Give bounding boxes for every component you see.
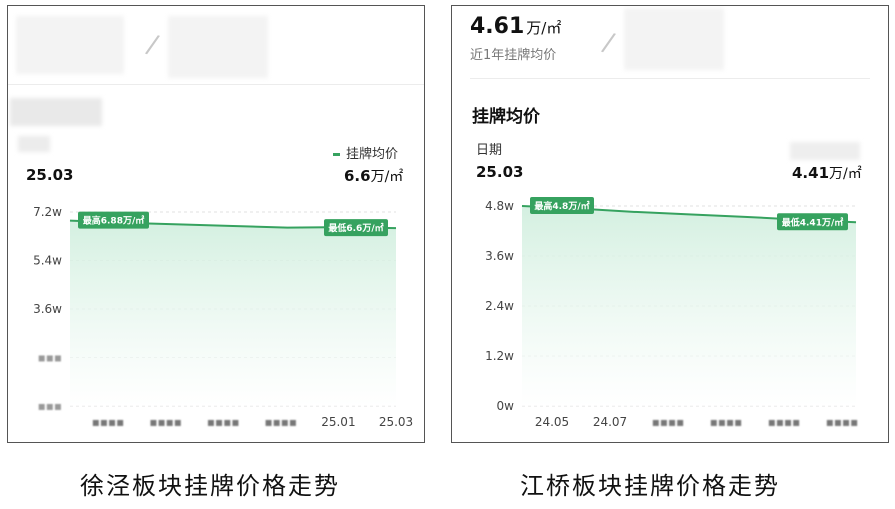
y-tick-label: ▪▪▪ [38,399,62,413]
x-tick-label: ▪▪▪▪ [92,415,125,429]
series-area [522,206,856,406]
x-tick-label: ▪▪▪▪ [710,415,743,429]
annotation-label: 最低6.6万/㎡ [328,222,383,234]
max-annotation: 最高6.88万/㎡ [78,211,149,229]
price-chart-jiangqiao: 4.8w 3.6w 2.4w 1.2w 0w 24.05 24.07 ▪▪▪▪ ▪▪▪▪ ▪▪▪▪… [485,197,859,429]
y-tick-label: ▪▪▪ [38,351,62,365]
blurred-section-title [10,98,102,126]
section-title: 挂牌均价 [472,107,540,127]
price-unit: 万/㎡ [370,169,404,185]
annotation-label: 最高4.8万/㎡ [534,200,589,212]
price-chart-xujing: 7.2w5.4w3.6w▪▪▪▪▪▪▪▪▪▪ ▪▪▪▪ ▪▪▪▪ ▪▪▪▪ 25.01 2… [33,205,413,429]
x-tick-label: 25.01 [321,415,355,429]
stat-subtitle: 近1年挂牌均价 [470,48,557,63]
y-tick-label: 1.2w [485,349,514,363]
legend-swatch [333,153,340,156]
y-tick-label: 7.2w [33,205,62,219]
annotation-label: 最高6.88万/㎡ [83,215,145,227]
price-number: 4.41 [792,164,830,182]
price-value: 6.6万/㎡ [344,166,403,186]
caption-xujing: 徐泾板块挂牌价格走势 [80,472,340,500]
blurred-header-stat [16,16,124,74]
header-divider [8,84,424,85]
panel-xujing: / 25.03 挂牌均价 6.6万/㎡ 7.2w 5.4w 3.6w ▪▪▪ ▪▪▪ ▪▪… [7,5,425,443]
blurred-header-stat-2 [624,8,724,70]
x-tick-label: 24.07 [593,415,627,429]
price-unit: 万/㎡ [829,166,862,182]
y-tick-label: 4.8w [485,199,514,213]
min-annotation: 最低6.6万/㎡ [324,219,388,237]
max-annotation: 最高4.8万/㎡ [530,197,594,214]
panel-jiangqiao: 4.61 万/㎡ 近1年挂牌均价 / 挂牌均价 日期 25.03 4.41万/㎡ … [451,5,889,443]
x-tick-label: ▪▪▪▪ [265,415,298,429]
stat-number: 4.61 [470,14,525,39]
x-tick-label: ▪▪▪▪ [768,415,801,429]
x-tick-label: 24.05 [535,415,569,429]
annotation-label: 最低4.41万/㎡ [782,216,844,228]
chart-legend: 挂牌均价 [333,143,398,162]
y-tick-label: 5.4w [33,254,62,268]
x-tick-label: ▪▪▪▪ [826,415,859,429]
y-tick-label: 3.6w [485,249,514,263]
price-number: 6.6 [344,167,371,185]
x-tick-label: 25.03 [379,415,413,429]
min-annotation: 最低4.41万/㎡ [777,213,848,231]
caption-jiangqiao: 江桥板块挂牌价格走势 [520,472,780,500]
x-tick-label: ▪▪▪▪ [652,415,685,429]
date-label: 日期 [476,143,503,158]
y-tick-label: 0w [497,399,515,413]
blurred-date-label [18,136,50,152]
header-divider [470,78,870,79]
date-value: 25.03 [26,166,74,184]
price-value: 4.41万/㎡ [792,163,862,183]
stat-unit: 万/㎡ [526,19,562,37]
blurred-header-stat-2 [168,16,268,78]
x-tick-label: ▪▪▪▪ [207,415,240,429]
y-tick-label: 2.4w [485,299,514,313]
series-area [70,220,396,406]
stat-value: 4.61 万/㎡ [470,14,561,39]
x-tick-label: ▪▪▪▪ [149,415,182,429]
y-tick-label: 3.6w [33,302,62,316]
blurred-legend [790,142,860,160]
date-value: 25.03 [476,163,524,181]
legend-label: 挂牌均价 [346,147,399,162]
